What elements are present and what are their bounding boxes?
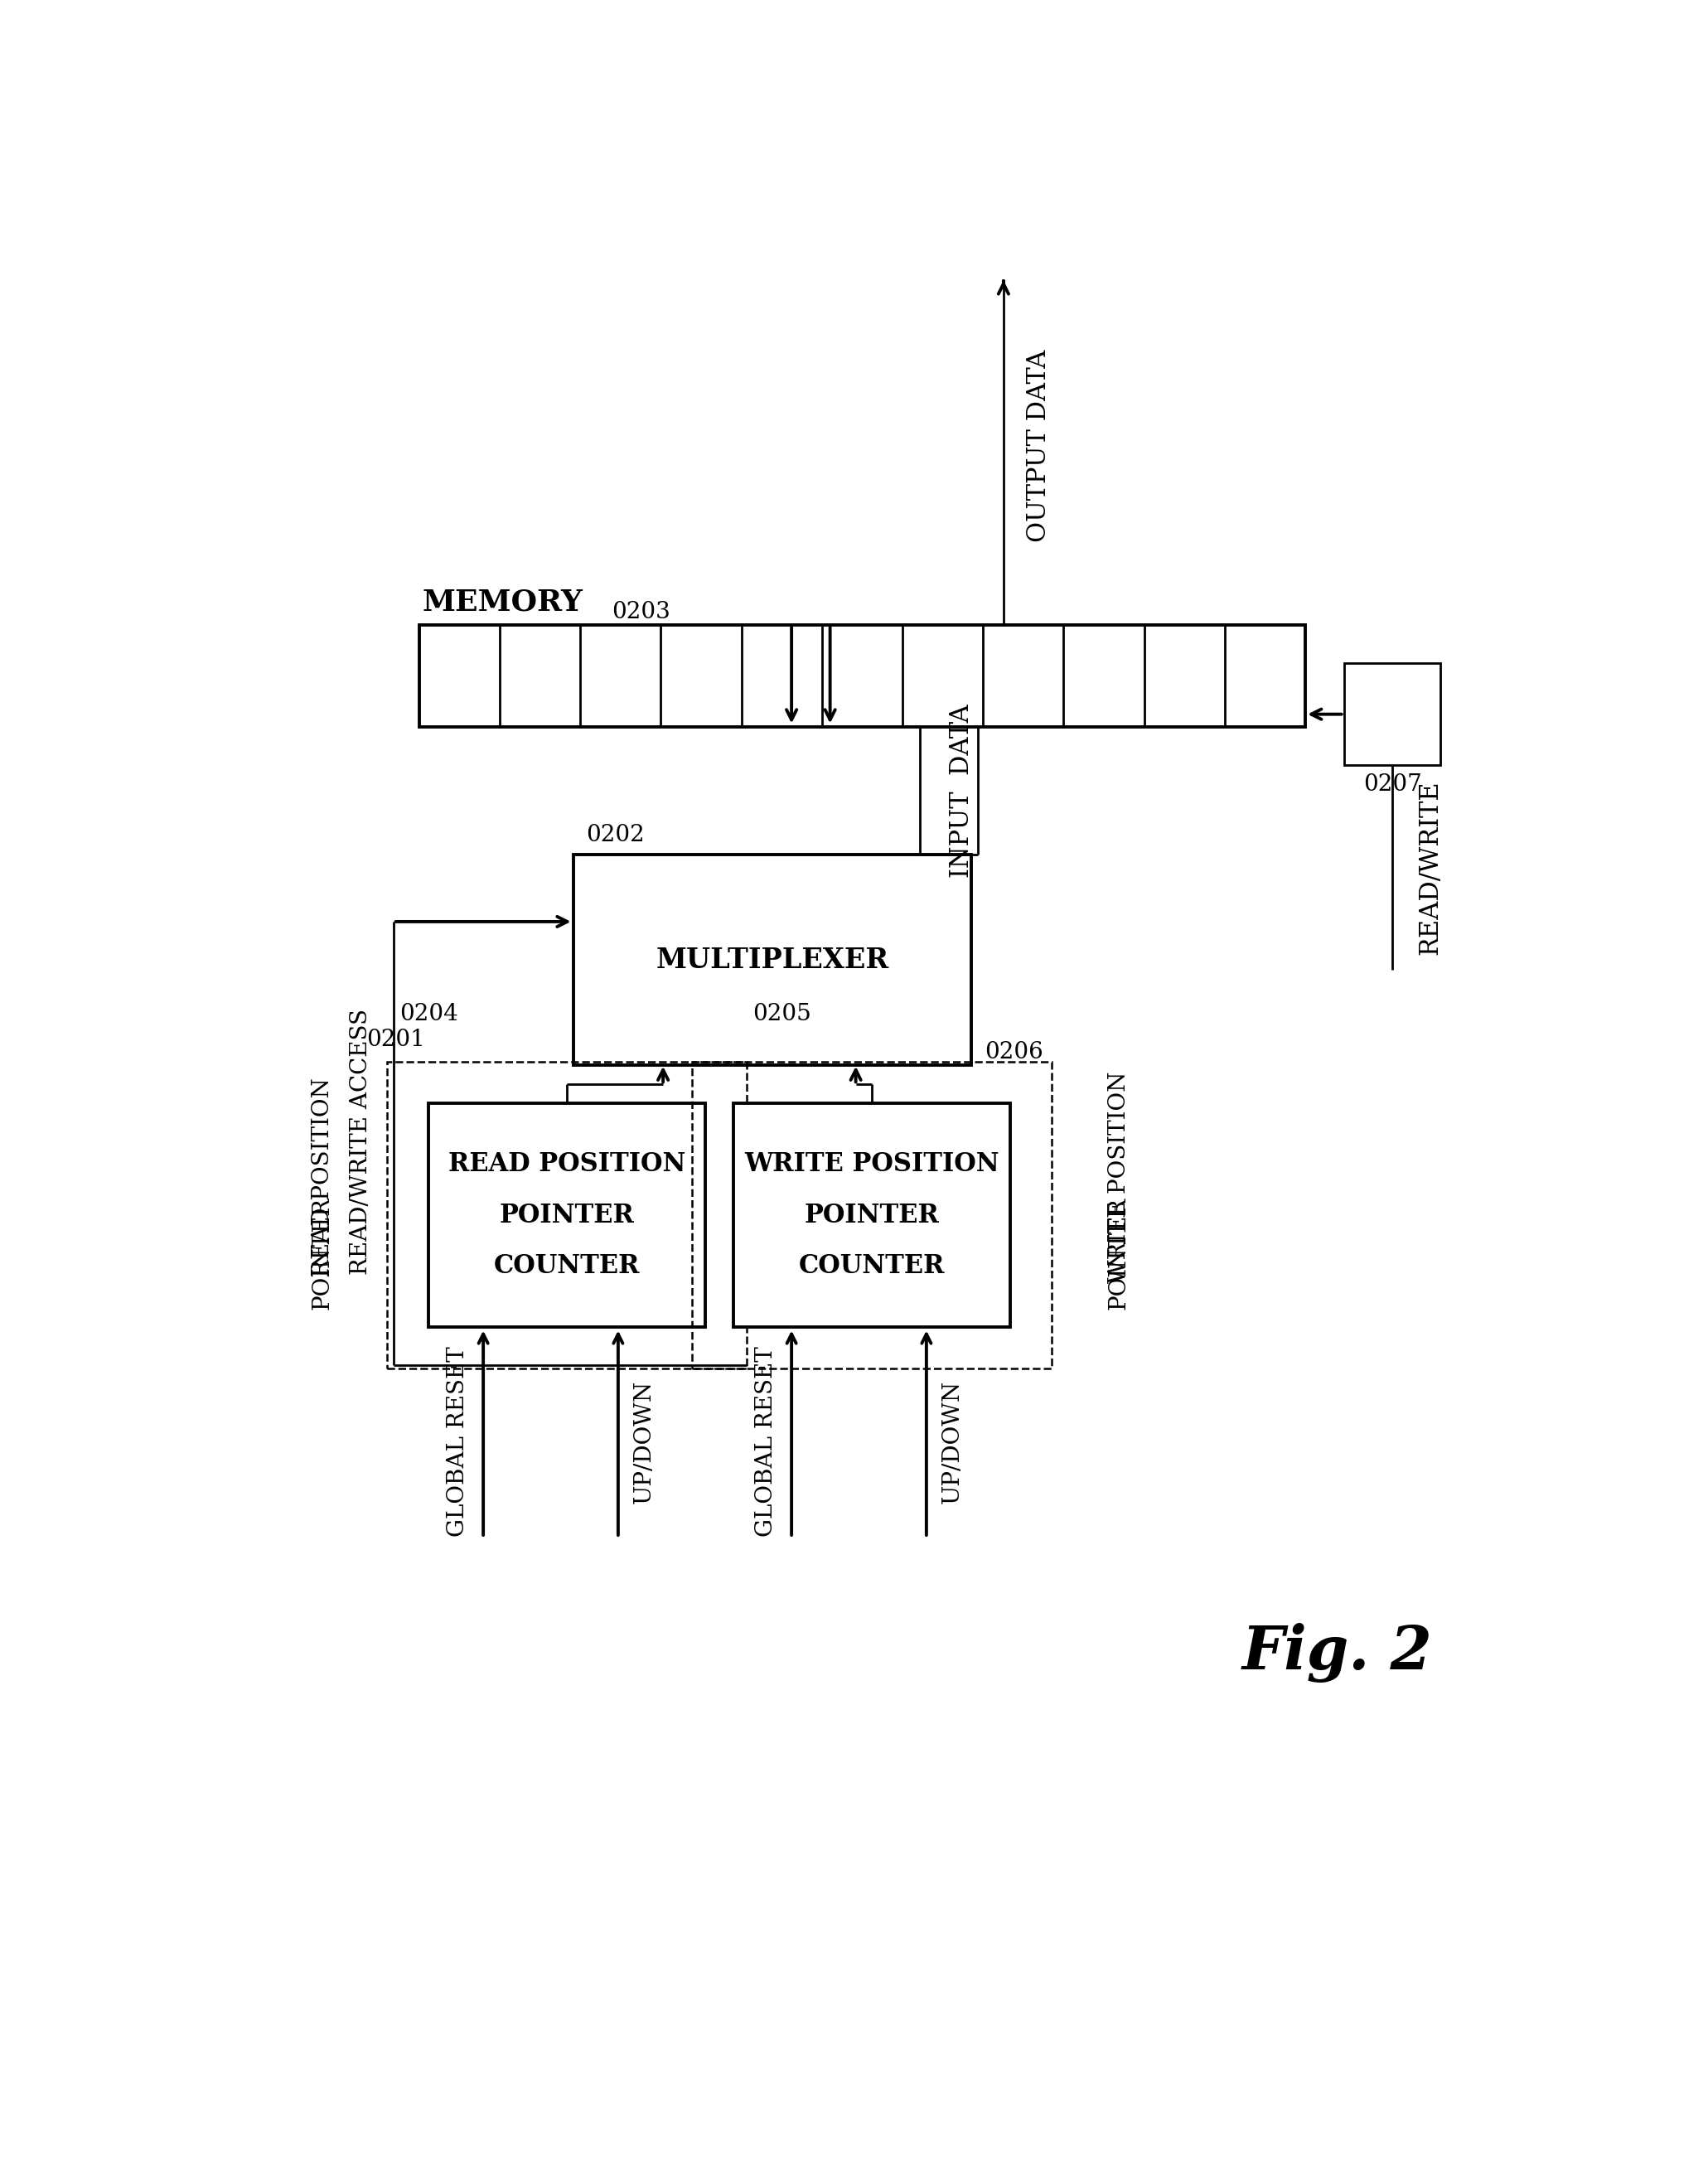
Bar xyxy=(1344,662,1440,764)
Text: WRITE POSITION: WRITE POSITION xyxy=(1108,1072,1131,1284)
Text: OUTPUT DATA: OUTPUT DATA xyxy=(1027,351,1052,543)
Text: COUNTER: COUNTER xyxy=(494,1254,640,1280)
Text: POINTER: POINTER xyxy=(804,1202,939,1228)
Text: GLOBAL RESET: GLOBAL RESET xyxy=(446,1347,468,1537)
Bar xyxy=(692,1063,1052,1368)
Text: READ/WRITE ACCESS: READ/WRITE ACCESS xyxy=(350,1009,372,1275)
Text: READ POSITION: READ POSITION xyxy=(447,1152,685,1178)
Text: READ/WRITE: READ/WRITE xyxy=(1418,779,1443,955)
Text: COUNTER: COUNTER xyxy=(799,1254,945,1280)
Bar xyxy=(388,1063,746,1368)
Text: UP/DOWN: UP/DOWN xyxy=(941,1379,963,1505)
Text: INPUT  DATA: INPUT DATA xyxy=(950,704,975,877)
Text: 0205: 0205 xyxy=(753,1002,811,1026)
Text: GLOBAL RESET: GLOBAL RESET xyxy=(755,1347,777,1537)
Text: 0207: 0207 xyxy=(1363,773,1421,795)
Text: 0203: 0203 xyxy=(611,602,670,624)
Bar xyxy=(574,855,972,1065)
Bar xyxy=(734,1104,1009,1327)
Text: Fig. 2: Fig. 2 xyxy=(1242,1622,1433,1682)
Text: POINTER: POINTER xyxy=(311,1197,333,1310)
Bar xyxy=(418,626,1305,727)
Text: 0204: 0204 xyxy=(400,1002,458,1026)
Text: MULTIPLEXER: MULTIPLEXER xyxy=(656,946,888,974)
Text: POINTER: POINTER xyxy=(1108,1197,1131,1310)
Text: UP/DOWN: UP/DOWN xyxy=(632,1379,654,1505)
Text: READ POSITION: READ POSITION xyxy=(311,1078,333,1277)
Bar xyxy=(429,1104,705,1327)
Text: POINTER: POINTER xyxy=(499,1202,634,1228)
Text: 0201: 0201 xyxy=(366,1028,425,1050)
Text: WRITE POSITION: WRITE POSITION xyxy=(745,1152,999,1178)
Text: 0202: 0202 xyxy=(586,825,644,847)
Text: 0206: 0206 xyxy=(984,1041,1044,1063)
Text: MEMORY: MEMORY xyxy=(422,589,582,617)
